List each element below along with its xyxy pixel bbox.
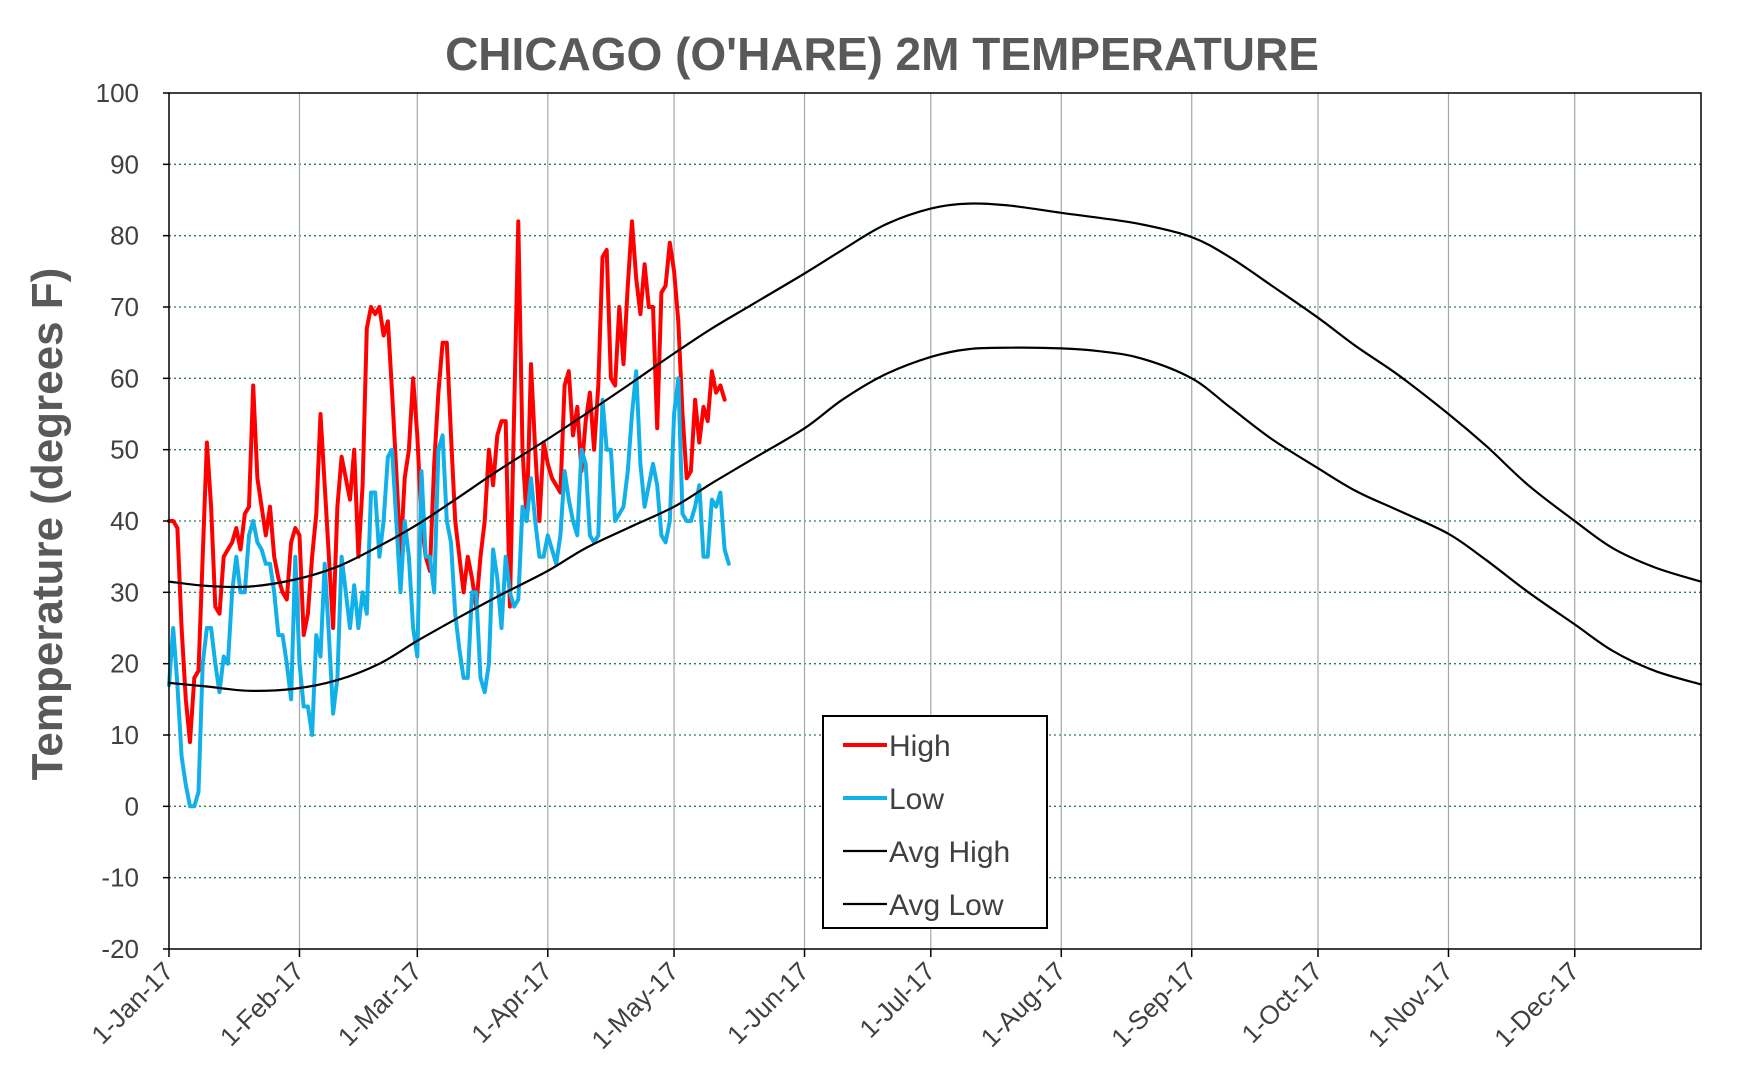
series-layer bbox=[167, 202, 1703, 809]
series-line-avg-low bbox=[167, 346, 1703, 692]
y-tick-label: 50 bbox=[110, 435, 139, 465]
y-tick-label: -10 bbox=[101, 863, 139, 893]
plot-frame bbox=[168, 92, 1702, 950]
legend-label-low: Low bbox=[889, 783, 944, 816]
legend-label-high: High bbox=[889, 730, 951, 763]
y-tick-label: 20 bbox=[110, 649, 139, 679]
series-line-low bbox=[167, 369, 731, 809]
legend-label-avg-high: Avg High bbox=[889, 836, 1010, 869]
y-tick-label: 90 bbox=[110, 149, 139, 179]
y-tick-label: 100 bbox=[96, 78, 139, 108]
y-axis-label: Temperature (degrees F) bbox=[23, 268, 72, 781]
legend: High Low Avg High Avg Low bbox=[822, 715, 1048, 929]
y-tick-label: 70 bbox=[110, 292, 139, 322]
chart-title: CHICAGO (O'HARE) 2M TEMPERATURE bbox=[445, 28, 1319, 80]
legend-box bbox=[822, 715, 1048, 929]
y-tick-label: 0 bbox=[125, 791, 139, 821]
y-tick-label: 80 bbox=[110, 221, 139, 251]
y-tick-label: 60 bbox=[110, 363, 139, 393]
y-tick-label: 30 bbox=[110, 577, 139, 607]
legend-label-avg-low: Avg Low bbox=[889, 889, 1004, 922]
series-line-high bbox=[167, 219, 727, 745]
y-tick-label: 10 bbox=[110, 720, 139, 750]
y-tick-label: 40 bbox=[110, 506, 139, 536]
series-line-avg-high bbox=[167, 202, 1703, 589]
y-tick-label: -20 bbox=[101, 934, 139, 964]
